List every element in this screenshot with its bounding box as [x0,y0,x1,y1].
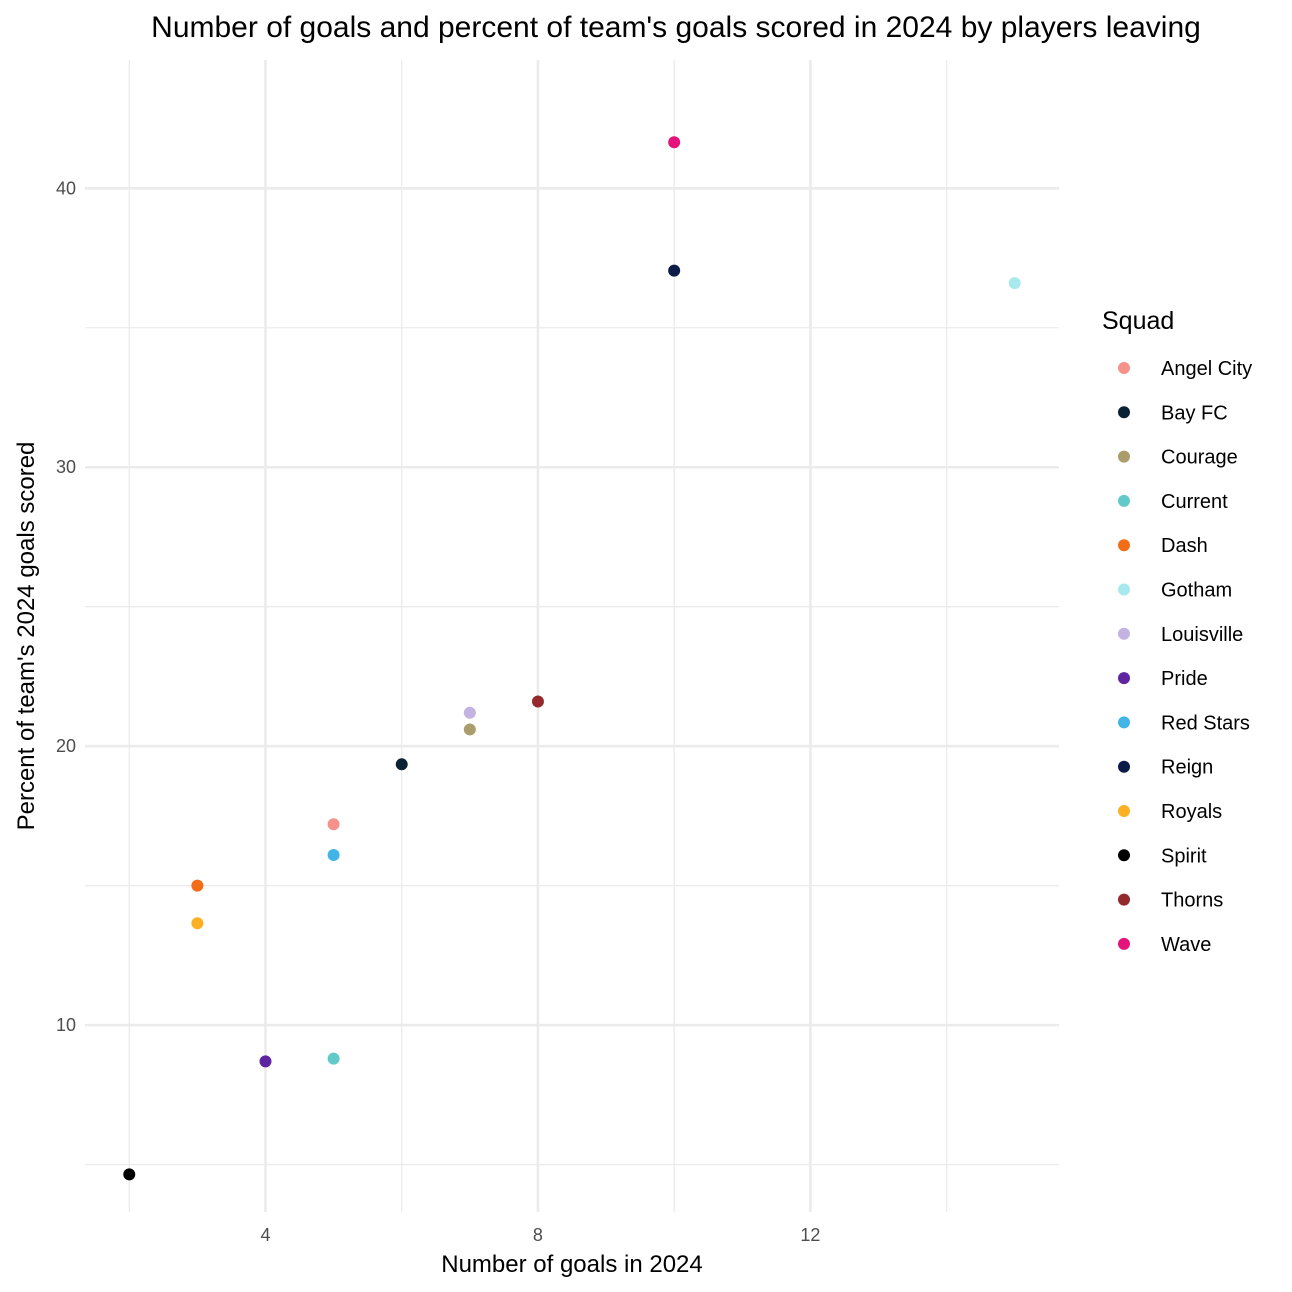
legend-key [1118,893,1130,906]
data-point-thorns [531,695,544,708]
legend-key [1118,494,1130,507]
y-tick-label: 30 [56,457,76,477]
legend-title: Squad [1102,307,1174,335]
data-point-reign [668,264,681,277]
data-points [123,136,1021,1181]
legend-key [1118,849,1130,862]
data-point-dash [191,879,204,892]
legend-label: Current [1161,491,1228,513]
data-point-louisville [463,706,476,719]
major-gridlines [85,60,1059,1212]
data-point-gotham [1008,277,1021,290]
data-point-angel-city [327,818,340,831]
data-point-current [327,1052,340,1065]
data-point-pride [259,1055,272,1068]
x-tick-label: 4 [260,1225,270,1245]
legend-key [1118,362,1130,374]
y-axis-ticks: 10 20 30 40 [56,178,76,1035]
minor-gridlines [85,60,1059,1212]
legend-label: Reign [1161,757,1213,779]
legend-label: Courage [1161,447,1238,469]
x-axis-ticks: 4 8 12 [260,1225,820,1245]
x-tick-label: 8 [533,1225,543,1245]
legend-key [1118,672,1130,685]
data-point-courage [463,723,476,736]
data-point-spirit [123,1168,136,1181]
data-point-bay-fc [395,758,408,771]
y-tick-label: 20 [56,736,76,756]
legend-items: Angel City Bay FC Courage Current Dash Gotham… [1118,358,1252,956]
legend-key [1118,450,1130,463]
legend-label: Spirit [1161,845,1207,867]
x-axis-title: Number of goals in 2024 [441,1251,703,1278]
y-tick-label: 40 [56,178,76,198]
legend-key [1118,406,1130,419]
legend-label: Thorns [1161,890,1223,912]
legend-key [1118,627,1130,640]
legend-key [1118,805,1130,817]
legend-key [1118,937,1130,950]
legend-label: Angel City [1161,358,1252,380]
legend-label: Wave [1161,934,1211,956]
legend-key [1118,760,1130,773]
data-point-red-stars [327,848,340,861]
legend-label: Gotham [1161,580,1232,602]
legend-label: Dash [1161,535,1208,557]
legend-label: Louisville [1161,624,1243,646]
legend-label: Red Stars [1161,712,1250,734]
legend: Squad Angel City Bay FC Courage Current Dash… [1102,307,1252,956]
legend-key [1118,583,1130,596]
legend-key [1118,539,1130,552]
y-tick-label: 10 [56,1015,76,1035]
legend-label: Royals [1161,801,1222,823]
data-point-wave [668,136,681,149]
x-tick-label: 12 [800,1225,820,1245]
legend-label: Pride [1161,668,1208,690]
chart-title: Number of goals and percent of team's go… [151,11,1201,44]
data-point-royals [191,917,204,930]
y-axis-title: Percent of team's 2024 goals scored [13,442,40,831]
legend-label: Bay FC [1161,402,1228,424]
legend-key [1118,716,1130,729]
